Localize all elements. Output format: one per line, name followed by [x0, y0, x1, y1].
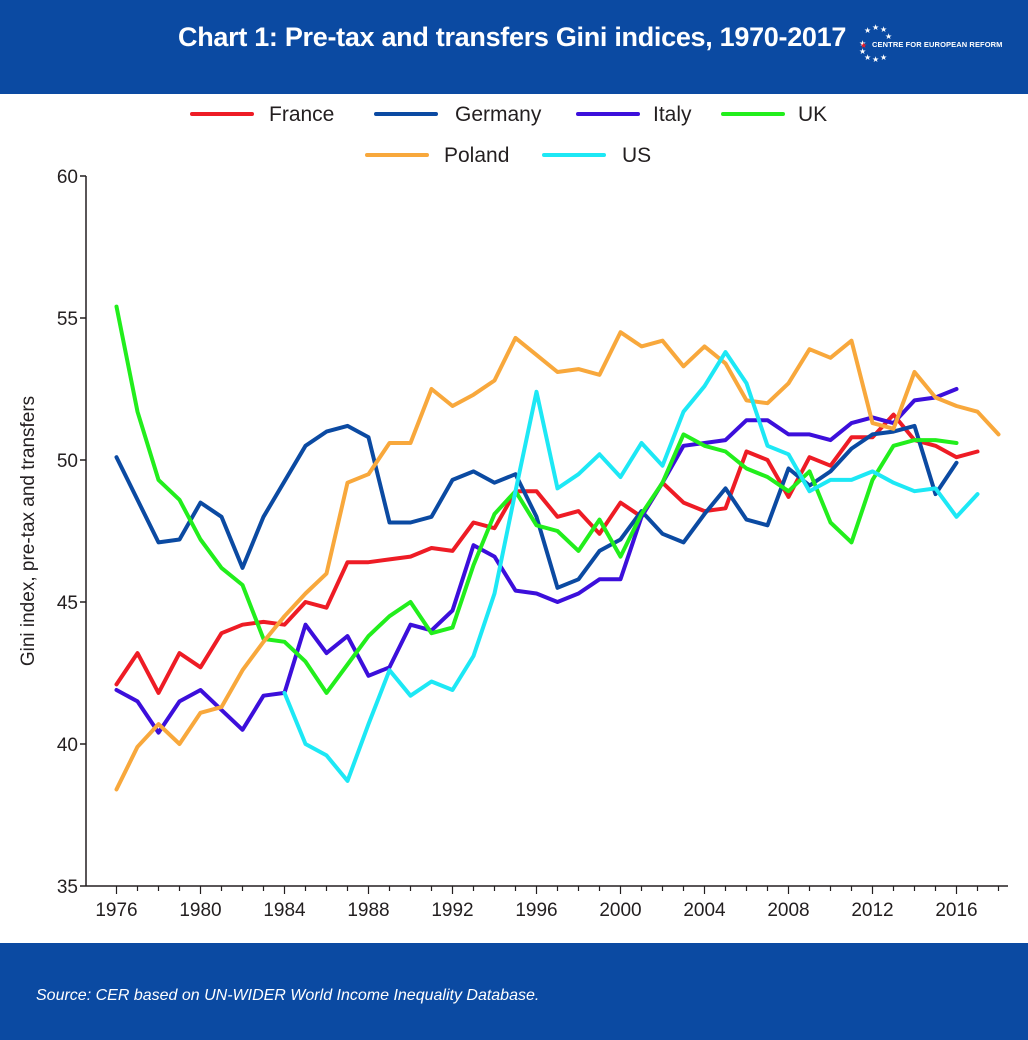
x-tick-label: 1996: [515, 900, 557, 921]
legend-label-uk: UK: [798, 103, 827, 126]
footer-bar: [0, 943, 1028, 1040]
y-tick-label: 40: [57, 735, 78, 756]
y-tick-label: 60: [57, 167, 78, 188]
series-line-italy: [114, 387, 959, 735]
svg-text:★: ★: [880, 53, 887, 62]
x-tick-label: 2004: [683, 900, 726, 921]
series-line-poland: [114, 330, 1001, 792]
source-note: Source: CER based on UN-WIDER World Inco…: [36, 987, 540, 1004]
x-tick-label: 1976: [95, 900, 137, 921]
eu-stars-icon: ★ ★★ ★★★ ★★★: [859, 24, 892, 64]
y-tick-label: 50: [57, 451, 78, 472]
svg-text:★: ★: [872, 55, 879, 64]
series-line-france: [114, 412, 980, 695]
chart-area: 35 40 45 50 55 60 1976 1980 1984 1988 1992 1996 2000…: [0, 94, 1028, 943]
svg-text:★: ★: [859, 39, 866, 48]
svg-text:★: ★: [864, 26, 871, 35]
legend-label-italy: Italy: [653, 103, 692, 126]
x-tick-label: 1988: [347, 900, 389, 921]
y-tick-label: 55: [57, 309, 78, 330]
series-line-germany: [114, 423, 959, 590]
svg-text:★: ★: [885, 32, 892, 41]
svg-text:★: ★: [880, 25, 887, 34]
line-chart: 35 40 45 50 55 60 1976 1980 1984 1988 1992 1996 2000…: [18, 103, 1008, 921]
svg-text:★: ★: [859, 47, 866, 56]
x-tick-label: 1992: [431, 900, 473, 921]
y-tick-label: 35: [57, 877, 78, 898]
svg-text:★: ★: [864, 53, 871, 62]
y-tick-label: 45: [57, 593, 78, 614]
header-bar: [0, 0, 1028, 94]
logo-text: CENTRE FOR EUROPEAN REFORM: [872, 40, 1003, 49]
x-tick-label: 1980: [179, 900, 221, 921]
x-tick-label: 2000: [599, 900, 641, 921]
series-line-us: [282, 350, 980, 783]
legend-label-germany: Germany: [455, 103, 542, 126]
svg-text:★: ★: [860, 41, 867, 50]
x-tick-label: 1984: [263, 900, 306, 921]
x-tick-label: 2012: [851, 900, 893, 921]
x-tick-label: 2016: [935, 900, 977, 921]
legend-label-france: France: [269, 103, 334, 126]
x-tick-label: 2008: [767, 900, 809, 921]
legend-label-poland: Poland: [444, 144, 509, 167]
series-line-uk: [114, 304, 959, 695]
cer-logo: ★ ★★ ★★★ ★★★ ★: [859, 24, 892, 64]
legend-label-us: US: [622, 144, 651, 167]
svg-text:★: ★: [872, 24, 879, 32]
chart-title: Chart 1: Pre-tax and transfers Gini indi…: [178, 22, 847, 52]
y-axis-title: Gini index, pre-tax and transfers: [18, 396, 39, 666]
